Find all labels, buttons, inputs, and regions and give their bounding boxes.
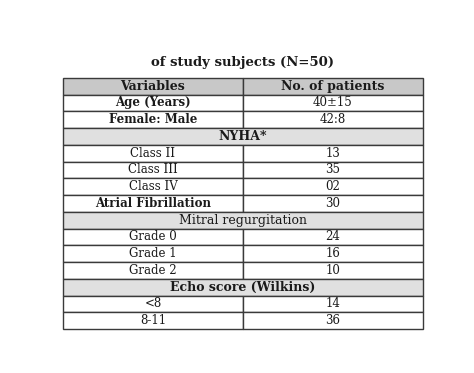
Bar	[243, 195, 423, 212]
Text: Echo score (Wilkins): Echo score (Wilkins)	[170, 281, 316, 294]
Text: 13: 13	[326, 147, 340, 160]
Bar	[243, 111, 423, 128]
Bar	[63, 312, 243, 329]
Text: 42:8: 42:8	[320, 113, 346, 126]
Text: 36: 36	[326, 314, 340, 327]
Text: of study subjects (N=50): of study subjects (N=50)	[151, 56, 335, 69]
Text: Mitral regurgitation: Mitral regurgitation	[179, 214, 307, 227]
Text: Age (Years): Age (Years)	[115, 96, 191, 109]
Bar	[243, 229, 423, 245]
Text: Atrial Fibrillation: Atrial Fibrillation	[95, 197, 211, 210]
Text: Class III: Class III	[128, 163, 178, 176]
Text: <8: <8	[144, 297, 162, 310]
Bar	[63, 128, 423, 145]
Bar	[243, 178, 423, 195]
Text: 16: 16	[326, 247, 340, 260]
Text: Grade 2: Grade 2	[129, 264, 177, 277]
Bar	[63, 212, 423, 229]
Text: 40±15: 40±15	[313, 96, 353, 109]
Text: 24: 24	[326, 231, 340, 244]
Bar	[63, 279, 423, 295]
Bar	[63, 162, 243, 178]
Bar	[243, 145, 423, 162]
Bar	[243, 94, 423, 111]
Bar	[63, 262, 243, 279]
Text: 35: 35	[326, 163, 340, 176]
Bar	[63, 245, 243, 262]
Text: Grade 0: Grade 0	[129, 231, 177, 244]
Bar	[243, 78, 423, 94]
Bar	[63, 229, 243, 245]
Text: 02: 02	[326, 180, 340, 193]
Bar	[63, 195, 243, 212]
Text: NYHA*: NYHA*	[219, 130, 267, 143]
Text: 30: 30	[326, 197, 340, 210]
Text: No. of patients: No. of patients	[281, 80, 384, 93]
Text: 10: 10	[326, 264, 340, 277]
Text: Grade 1: Grade 1	[129, 247, 177, 260]
Bar	[243, 295, 423, 312]
Bar	[63, 295, 243, 312]
Bar	[63, 94, 243, 111]
Text: Female: Male: Female: Male	[109, 113, 197, 126]
Text: Class II: Class II	[130, 147, 175, 160]
Text: Variables: Variables	[120, 80, 185, 93]
Bar	[243, 262, 423, 279]
Bar	[63, 78, 243, 94]
Bar	[243, 162, 423, 178]
Bar	[63, 145, 243, 162]
Bar	[243, 245, 423, 262]
Text: 14: 14	[326, 297, 340, 310]
Bar	[63, 111, 243, 128]
Bar	[243, 312, 423, 329]
Text: 8-11: 8-11	[140, 314, 166, 327]
Text: Class IV: Class IV	[128, 180, 177, 193]
Bar	[63, 178, 243, 195]
